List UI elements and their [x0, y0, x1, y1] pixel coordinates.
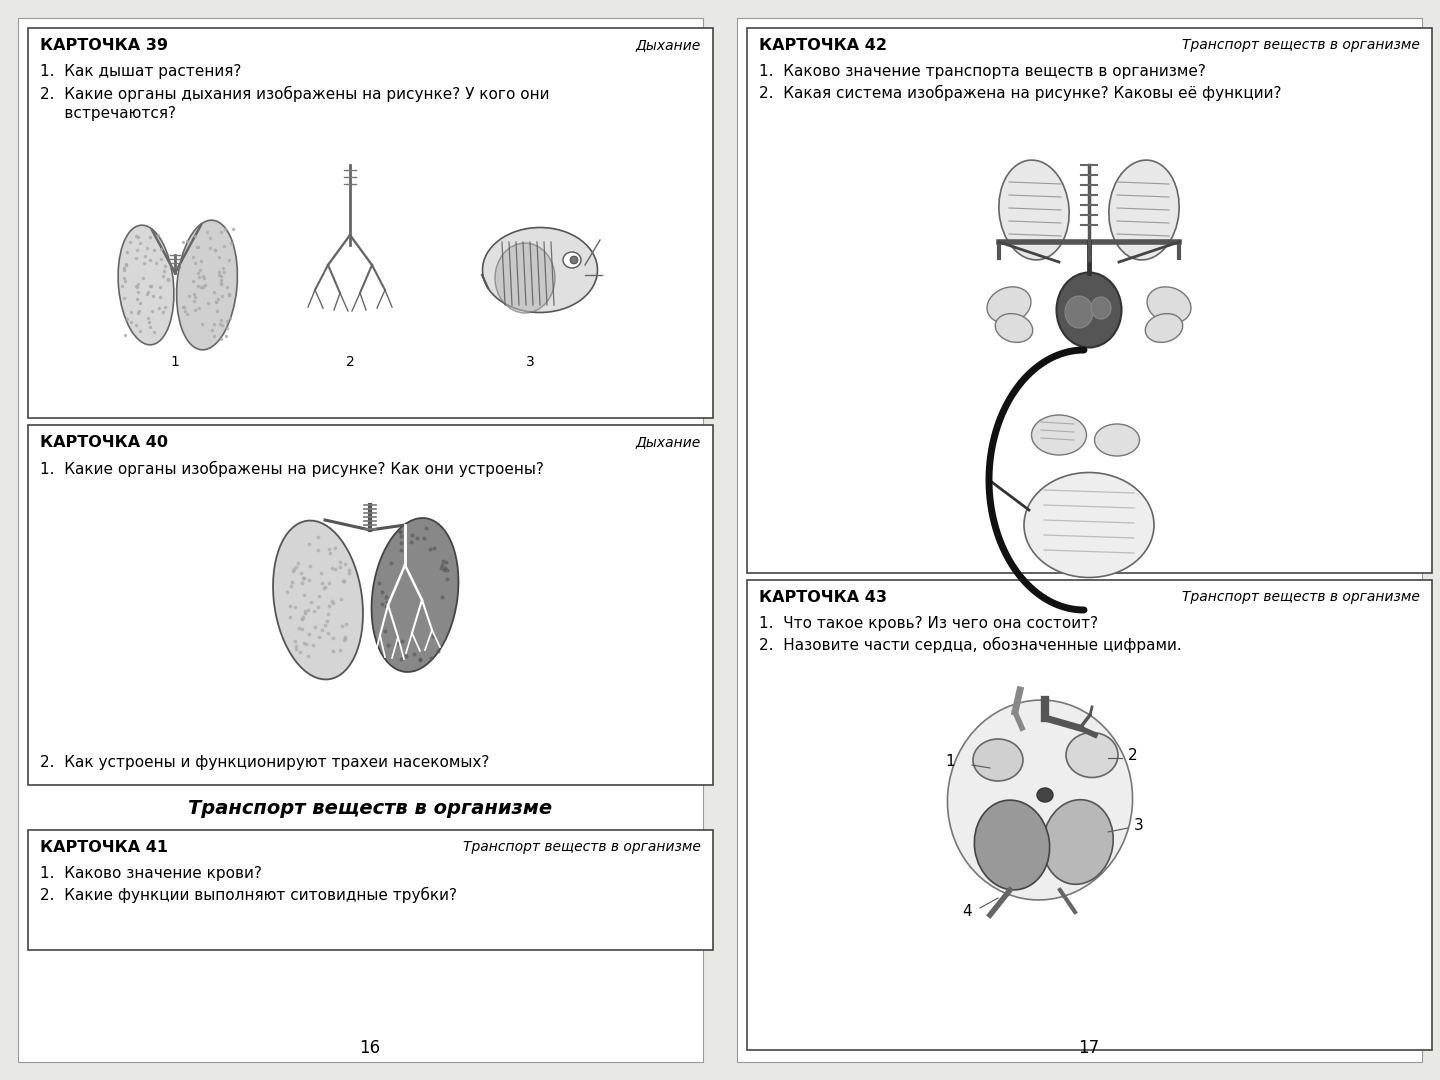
- Bar: [27, 831, 713, 950]
- Ellipse shape: [563, 252, 580, 268]
- Ellipse shape: [1148, 287, 1191, 323]
- Text: КАРТОЧКА 43: КАРТОЧКА 43: [759, 590, 887, 605]
- Ellipse shape: [177, 220, 238, 350]
- Text: 1: 1: [170, 355, 180, 369]
- Text: 1.  Какие органы изображены на рисунке? Как они устроены?: 1. Какие органы изображены на рисунке? К…: [40, 461, 544, 477]
- Text: КАРТОЧКА 39: КАРТОЧКА 39: [40, 38, 168, 53]
- Text: Транспорт веществ в организме: Транспорт веществ в организме: [1182, 590, 1420, 604]
- Ellipse shape: [1057, 272, 1122, 348]
- Ellipse shape: [1031, 415, 1087, 455]
- Ellipse shape: [986, 287, 1031, 323]
- Text: 1.  Каково значение транспорта веществ в организме?: 1. Каково значение транспорта веществ в …: [759, 64, 1205, 79]
- Ellipse shape: [999, 160, 1068, 260]
- Text: Транспорт веществ в организме: Транспорт веществ в организме: [1182, 38, 1420, 52]
- Ellipse shape: [1043, 799, 1113, 885]
- Text: 2.  Назовите части сердца, обозначенные цифрами.: 2. Назовите части сердца, обозначенные ц…: [759, 637, 1182, 653]
- Bar: [737, 18, 1423, 1062]
- Ellipse shape: [495, 243, 554, 313]
- Text: 17: 17: [1079, 1039, 1100, 1057]
- Text: 2.  Какая система изображена на рисунке? Каковы её функции?: 2. Какая система изображена на рисунке? …: [759, 85, 1282, 102]
- Text: 1: 1: [946, 755, 955, 769]
- Ellipse shape: [1066, 296, 1093, 328]
- Bar: [747, 580, 1431, 1050]
- Bar: [17, 18, 703, 1062]
- Text: 2: 2: [1128, 747, 1138, 762]
- Text: КАРТОЧКА 40: КАРТОЧКА 40: [40, 435, 168, 450]
- Text: 2: 2: [346, 355, 354, 369]
- Text: 2.  Как устроены и функционируют трахеи насекомых?: 2. Как устроены и функционируют трахеи н…: [40, 755, 490, 770]
- Ellipse shape: [1094, 424, 1139, 456]
- Ellipse shape: [482, 228, 598, 312]
- Text: КАРТОЧКА 42: КАРТОЧКА 42: [759, 38, 887, 53]
- Text: 1.  Как дышат растения?: 1. Как дышат растения?: [40, 64, 242, 79]
- Text: 2.  Какие функции выполняют ситовидные трубки?: 2. Какие функции выполняют ситовидные тр…: [40, 887, 456, 903]
- Ellipse shape: [1066, 732, 1117, 778]
- Text: 16: 16: [360, 1039, 380, 1057]
- Ellipse shape: [372, 518, 458, 672]
- Bar: [27, 28, 713, 418]
- Ellipse shape: [570, 256, 577, 264]
- Text: 1.  Что такое кровь? Из чего она состоит?: 1. Что такое кровь? Из чего она состоит?: [759, 616, 1099, 631]
- Ellipse shape: [1037, 788, 1053, 802]
- Text: 1.  Каково значение крови?: 1. Каково значение крови?: [40, 866, 262, 881]
- Text: Дыхание: Дыхание: [635, 435, 701, 449]
- Ellipse shape: [274, 521, 363, 679]
- Text: 3: 3: [526, 355, 534, 369]
- Ellipse shape: [118, 226, 174, 345]
- Ellipse shape: [995, 313, 1032, 342]
- Bar: [747, 28, 1431, 573]
- Bar: [27, 426, 713, 785]
- Ellipse shape: [1145, 313, 1182, 342]
- Text: 2.  Какие органы дыхания изображены на рисунке? У кого они: 2. Какие органы дыхания изображены на ри…: [40, 86, 550, 103]
- Ellipse shape: [973, 739, 1022, 781]
- Ellipse shape: [975, 800, 1050, 890]
- Text: 3: 3: [1135, 818, 1143, 833]
- Ellipse shape: [1109, 160, 1179, 260]
- Text: Дыхание: Дыхание: [635, 38, 701, 52]
- Text: 4: 4: [962, 905, 972, 919]
- Ellipse shape: [948, 700, 1132, 900]
- Text: Транспорт веществ в организме: Транспорт веществ в организме: [189, 798, 552, 818]
- Text: встречаются?: встречаются?: [40, 106, 176, 121]
- Ellipse shape: [1024, 473, 1153, 578]
- Ellipse shape: [1092, 297, 1112, 319]
- Text: КАРТОЧКА 41: КАРТОЧКА 41: [40, 840, 168, 855]
- Text: Транспорт веществ в организме: Транспорт веществ в организме: [464, 840, 701, 854]
